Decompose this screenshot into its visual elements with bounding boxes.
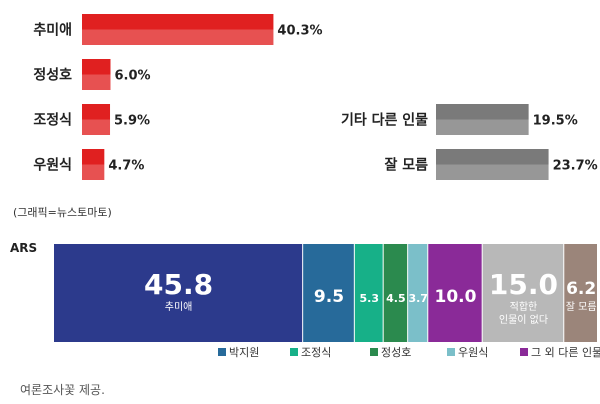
- segment-sublabel: 인물이 없다: [499, 313, 548, 326]
- category-label: 기타 다른 인물: [341, 112, 428, 129]
- bar: [82, 14, 274, 30]
- segment-value: 5.3: [359, 292, 379, 305]
- value-label: 40.3%: [277, 24, 322, 39]
- value-label: 5.9%: [114, 114, 150, 129]
- stack-segment: [408, 244, 428, 342]
- value-label: 6.0%: [115, 69, 151, 84]
- bar-group-0: 추미애 40.3%: [33, 14, 323, 45]
- bar: [436, 104, 529, 120]
- stack-segment: [303, 244, 354, 342]
- stack-segment: [564, 244, 597, 342]
- bar: [82, 104, 111, 120]
- bar-lower: [82, 119, 111, 135]
- bar-group-5: 잘 모름 23.7%: [384, 149, 598, 180]
- legend-label: 그 외 다른 인물: [531, 346, 600, 359]
- legend-swatch: [370, 348, 378, 356]
- value-label: 23.7%: [553, 159, 598, 174]
- category-label: 추미애: [33, 23, 72, 39]
- segment-value: 10.0: [434, 287, 476, 307]
- legend-label: 박지원: [229, 346, 259, 359]
- bar-lower: [82, 29, 274, 45]
- segment-value: 9.5: [314, 287, 344, 307]
- category-label: 조정식: [33, 112, 72, 129]
- graphic-credit: (그래픽=뉴스토마토): [13, 206, 112, 219]
- bar-lower: [436, 164, 549, 180]
- category-label: 우원식: [33, 158, 72, 174]
- legend-label: 조정식: [301, 346, 331, 359]
- segment-sublabel: 적합한: [510, 301, 538, 313]
- stack-segment: [428, 244, 482, 342]
- category-label: 정성호: [33, 67, 72, 84]
- category-label: 잘 모름: [384, 158, 428, 174]
- bar: [82, 149, 105, 165]
- stack-segment: [383, 244, 408, 342]
- legend-swatch: [447, 348, 455, 356]
- legend-label: 우원식: [458, 346, 488, 359]
- segment-value: 4.5: [386, 292, 406, 305]
- value-label: 19.5%: [533, 114, 578, 129]
- segment-sublabel: 추미애: [165, 301, 193, 313]
- legend-swatch: [218, 348, 226, 356]
- value-label: 4.7%: [108, 159, 144, 174]
- segment-value: 45.8: [144, 268, 213, 301]
- bar-lower: [82, 164, 105, 180]
- bar-lower: [82, 74, 111, 90]
- stack-segment: [354, 244, 383, 342]
- segment-value: 15.0: [489, 268, 558, 301]
- legend-swatch: [290, 348, 298, 356]
- stack-segment: [482, 244, 564, 342]
- bar-group-2: 조정식 5.9%: [33, 104, 150, 135]
- bar-group-1: 정성호 6.0%: [33, 59, 151, 90]
- row-label: ARS: [10, 241, 37, 255]
- source-note: 여론조사꽃 제공.: [20, 383, 105, 397]
- top-bar-chart: 추미애 40.3% 정성호 6.0% 조정식 5.9% 우원식 4.7% 기타 다른 인물 19.…: [33, 14, 598, 180]
- segment-value: 3.7: [408, 292, 428, 305]
- bar-group-3: 우원식 4.7%: [33, 149, 144, 180]
- legend-swatch: [520, 348, 528, 356]
- segment-sublabel: 잘 모름: [566, 301, 597, 313]
- bar: [82, 59, 111, 75]
- segment-value: 6.2: [566, 279, 596, 299]
- stack-segment: [54, 244, 303, 342]
- bar-lower: [436, 119, 529, 135]
- legend-label: 정성호: [381, 346, 411, 359]
- bar-group-4: 기타 다른 인물 19.5%: [341, 104, 578, 135]
- bar: [436, 149, 549, 165]
